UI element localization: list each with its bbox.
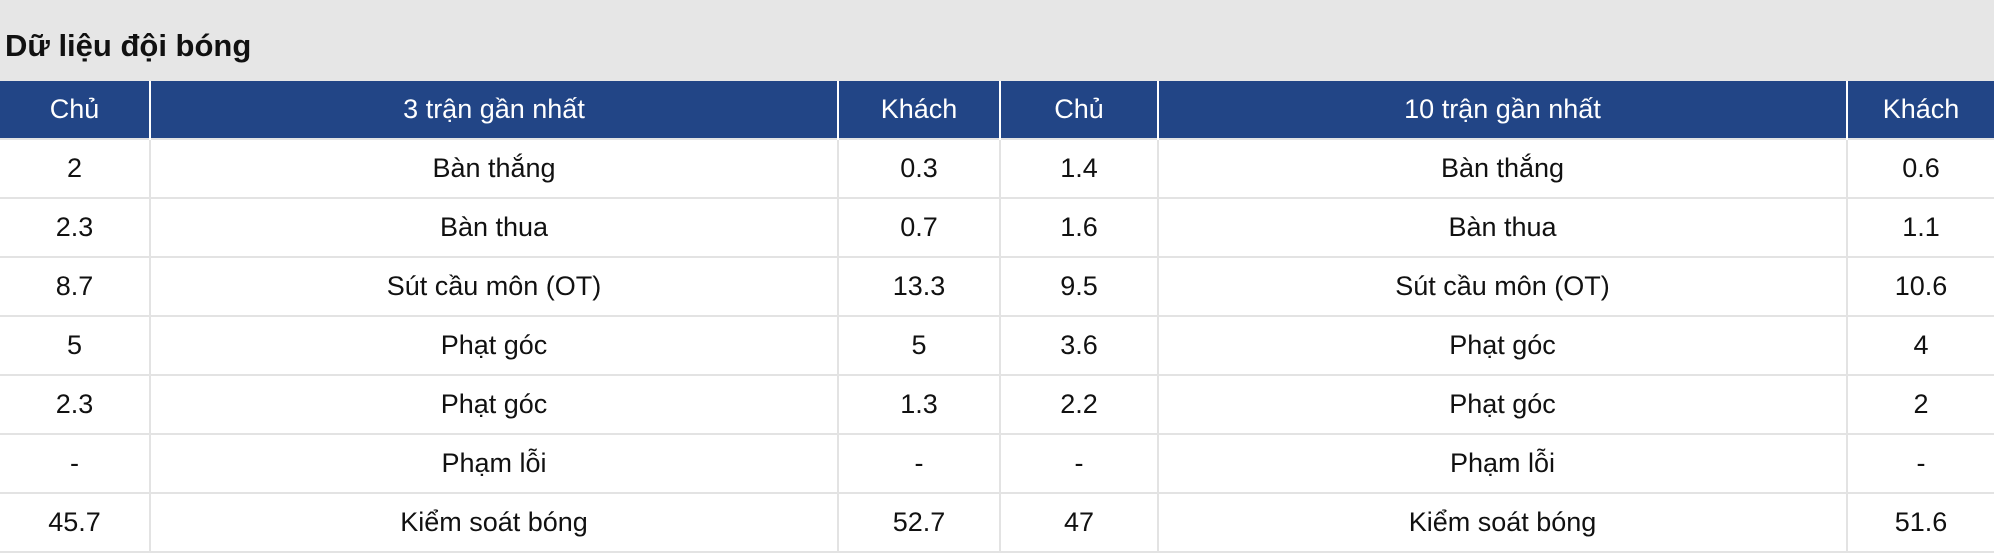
home-3-value: 2 — [0, 138, 151, 199]
stat-label-3: Phạt góc — [149, 315, 839, 376]
table-row: 2 Bàn thắng 0.3 1.4 Bàn thắng 0.6 — [0, 138, 1994, 199]
table-row: - Phạm lỗi - - Phạm lỗi - — [0, 433, 1994, 494]
home-3-value: - — [0, 433, 151, 494]
stat-label-3: Phạm lỗi — [149, 433, 839, 494]
away-10-value: 1.1 — [1846, 197, 1994, 258]
team-stats-table: Chủ 3 trận gần nhất Khách Chủ 10 trận gần nh… — [0, 81, 1994, 553]
away-3-value: 13.3 — [837, 256, 1001, 317]
stat-label-3: Bàn thắng — [149, 138, 839, 199]
home-10-value: 3.6 — [999, 315, 1159, 376]
stat-label-3: Bàn thua — [149, 197, 839, 258]
away-10-value: 51.6 — [1846, 492, 1994, 553]
header-last-3: 3 trận gần nhất — [149, 81, 838, 139]
table-row: 2.3 Phạt góc 1.3 2.2 Phạt góc 2 — [0, 374, 1994, 435]
away-3-value: - — [837, 433, 1001, 494]
home-3-value: 2.3 — [0, 374, 151, 435]
away-10-value: 2 — [1846, 374, 1994, 435]
header-away-3: Khách — [837, 81, 1000, 139]
stat-label-10: Phạt góc — [1157, 374, 1848, 435]
home-10-value: - — [999, 433, 1159, 494]
away-3-value: 0.3 — [837, 138, 1001, 199]
home-3-value: 5 — [0, 315, 151, 376]
stat-label-10: Bàn thắng — [1157, 138, 1848, 199]
away-10-value: 0.6 — [1846, 138, 1994, 199]
header-away-10: Khách — [1846, 81, 1994, 139]
stat-label-3: Phạt góc — [149, 374, 839, 435]
header-row: Chủ 3 trận gần nhất Khách Chủ 10 trận gần nh… — [0, 81, 1994, 139]
stat-label-3: Kiểm soát bóng — [149, 492, 839, 553]
stat-label-10: Phạt góc — [1157, 315, 1848, 376]
home-3-value: 2.3 — [0, 197, 151, 258]
home-3-value: 8.7 — [0, 256, 151, 317]
stat-label-3: Sút cầu môn (OT) — [149, 256, 839, 317]
section-title: Dữ liệu đội bóng — [5, 28, 252, 63]
away-10-value: 4 — [1846, 315, 1994, 376]
stat-label-10: Bàn thua — [1157, 197, 1848, 258]
table-row: 8.7 Sút cầu môn (OT) 13.3 9.5 Sút cầu môn (O… — [0, 256, 1994, 317]
stat-label-10: Sút cầu môn (OT) — [1157, 256, 1848, 317]
away-10-value: - — [1846, 433, 1994, 494]
stat-label-10: Kiểm soát bóng — [1157, 492, 1848, 553]
table-row: 45.7 Kiểm soát bóng 52.7 47 Kiểm soát bóng 51… — [0, 492, 1994, 553]
header-home-3: Chủ — [0, 81, 150, 139]
header-last-10: 10 trận gần nhất — [1157, 81, 1847, 139]
table-row: 2.3 Bàn thua 0.7 1.6 Bàn thua 1.1 — [0, 197, 1994, 258]
stat-label-10: Phạm lỗi — [1157, 433, 1848, 494]
away-3-value: 1.3 — [837, 374, 1001, 435]
home-10-value: 2.2 — [999, 374, 1159, 435]
away-3-value: 5 — [837, 315, 1001, 376]
table-row: 5 Phạt góc 5 3.6 Phạt góc 4 — [0, 315, 1994, 376]
home-3-value: 45.7 — [0, 492, 151, 553]
home-10-value: 47 — [999, 492, 1159, 553]
away-10-value: 10.6 — [1846, 256, 1994, 317]
home-10-value: 1.6 — [999, 197, 1159, 258]
home-10-value: 9.5 — [999, 256, 1159, 317]
home-10-value: 1.4 — [999, 138, 1159, 199]
away-3-value: 52.7 — [837, 492, 1001, 553]
away-3-value: 0.7 — [837, 197, 1001, 258]
header-home-10: Chủ — [999, 81, 1158, 139]
